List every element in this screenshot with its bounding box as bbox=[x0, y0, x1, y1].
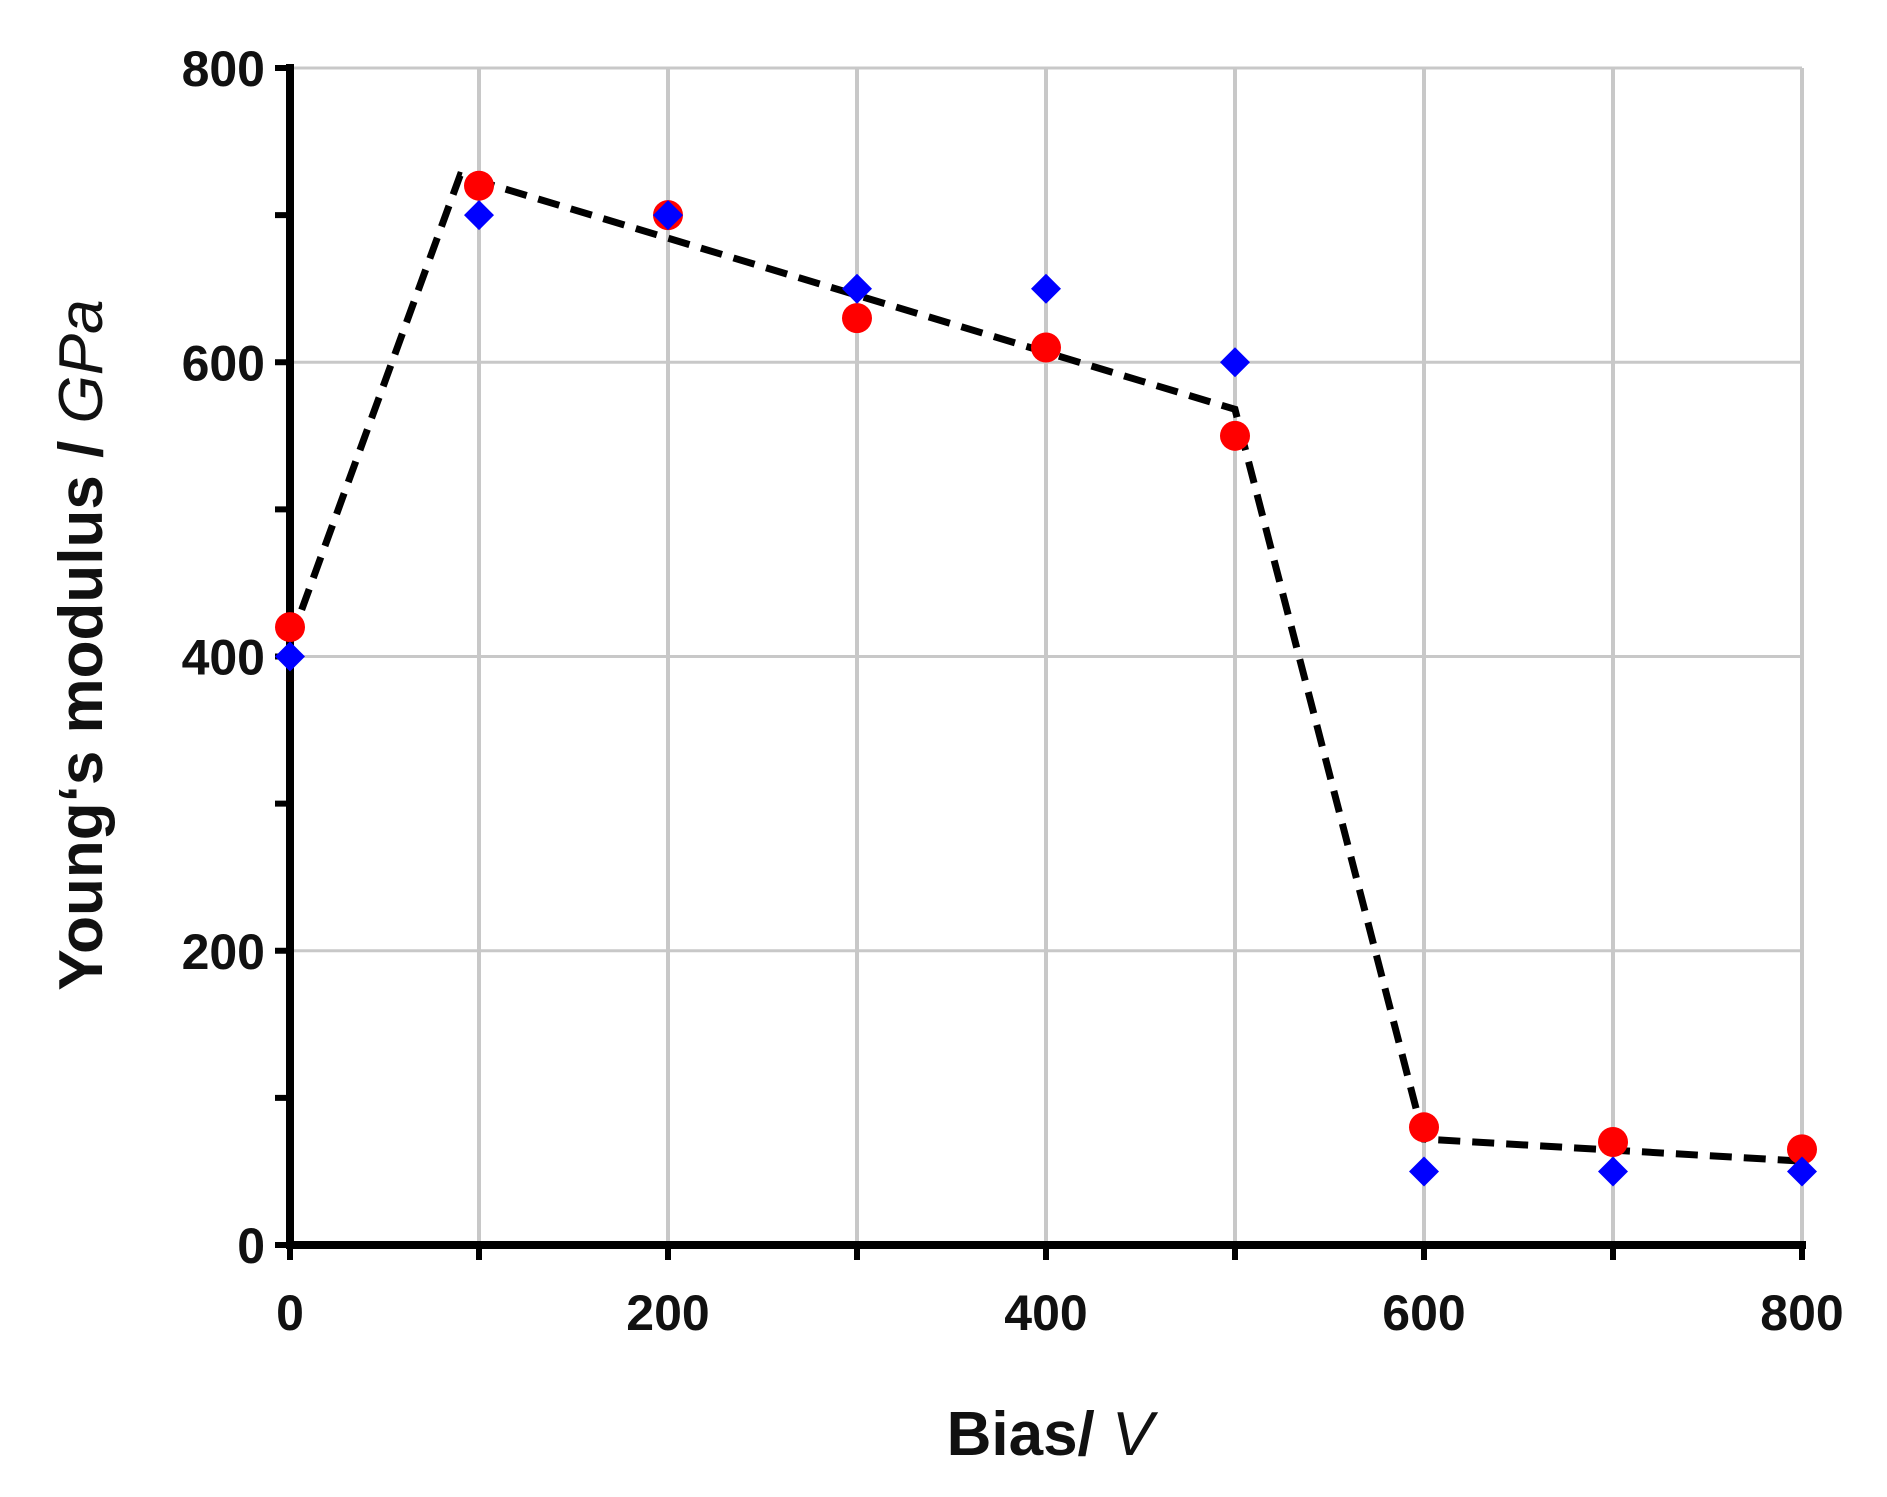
y-tick-label: 400 bbox=[182, 630, 265, 686]
diamond-marker bbox=[1409, 1156, 1439, 1187]
circle-marker bbox=[464, 170, 494, 201]
y-axis-unit: GPa bbox=[47, 299, 116, 423]
x-tick-label: 200 bbox=[626, 1285, 709, 1341]
circle-marker bbox=[1220, 420, 1250, 451]
axes bbox=[275, 64, 1806, 1260]
y-tick-label: 600 bbox=[182, 335, 265, 391]
y-axis-title: Young‘s modulus / GPa bbox=[47, 299, 116, 990]
data-points bbox=[275, 170, 1817, 1187]
circle-marker bbox=[1031, 332, 1061, 363]
tick-labels: 0 200 400 600 800 0 200 400 600 800 bbox=[182, 41, 1844, 1341]
circle-marker bbox=[1787, 1134, 1817, 1165]
x-tick-label: 600 bbox=[1382, 1285, 1465, 1341]
x-tick-label: 400 bbox=[1004, 1285, 1087, 1341]
diamond-marker bbox=[1598, 1156, 1628, 1187]
circle-marker bbox=[1598, 1127, 1628, 1158]
diamond-marker bbox=[464, 200, 494, 231]
y-axis-label: Young‘s modulus / bbox=[47, 441, 116, 991]
y-tick-label: 0 bbox=[237, 1218, 265, 1274]
diamond-marker bbox=[1220, 347, 1250, 378]
x-axis-title: Bias/ V bbox=[947, 1400, 1159, 1469]
trend-line-group bbox=[286, 171, 1803, 1165]
diamond-marker bbox=[1031, 273, 1061, 304]
x-axis-unit: V bbox=[1112, 1400, 1159, 1469]
x-tick-label: 800 bbox=[1760, 1285, 1843, 1341]
diamond-marker bbox=[842, 273, 872, 304]
y-tick-label: 800 bbox=[182, 41, 265, 97]
trend-line bbox=[286, 171, 1803, 1165]
diamond-marker bbox=[1787, 1156, 1817, 1187]
diamond-marker bbox=[653, 200, 683, 231]
grid-lines bbox=[290, 66, 1804, 1245]
circle-marker bbox=[842, 303, 872, 334]
x-axis-label: Bias/ bbox=[947, 1400, 1095, 1469]
circle-marker bbox=[1409, 1112, 1439, 1143]
circle-marker bbox=[275, 612, 305, 643]
y-tick-label: 200 bbox=[182, 924, 265, 980]
x-tick-label: 0 bbox=[276, 1285, 304, 1341]
diamond-marker bbox=[275, 641, 305, 672]
